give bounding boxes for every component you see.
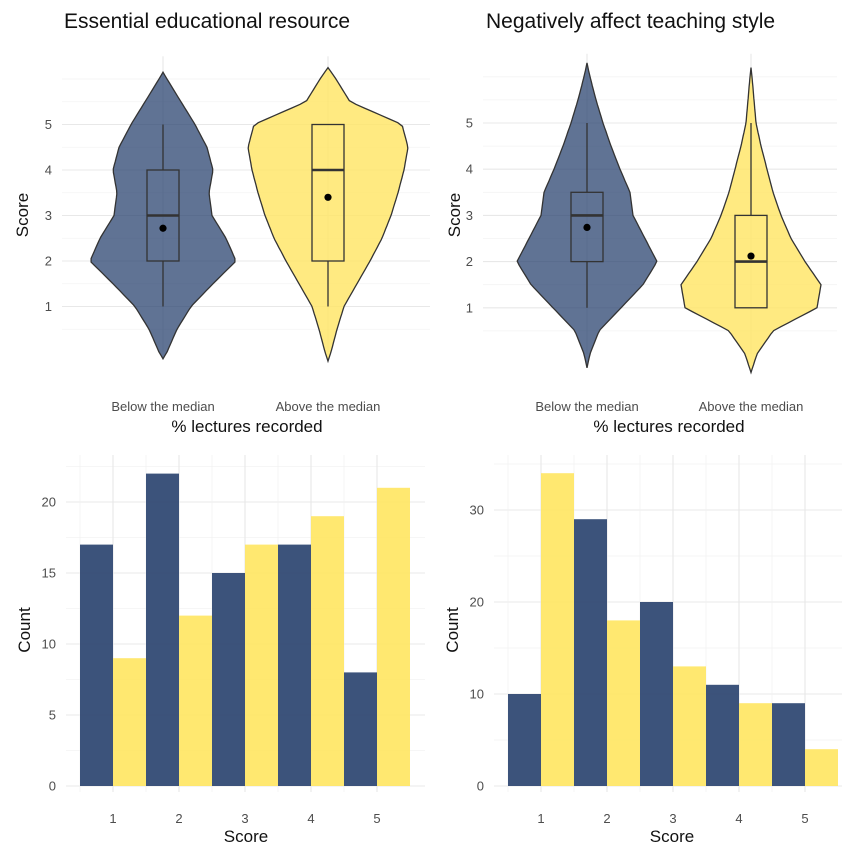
bar-below [706, 684, 739, 786]
box-iqr [570, 191, 604, 263]
violin-above [680, 67, 822, 375]
mean-point [159, 224, 167, 232]
chart-title: Essential educational resource [64, 10, 350, 33]
x-tick-label: Below the median [111, 399, 214, 414]
bar-above [311, 516, 344, 786]
bar-below [344, 672, 377, 786]
bar-above [541, 473, 574, 786]
x-tick-label: 2 [175, 811, 182, 826]
x-tick-label: 4 [307, 811, 314, 826]
y-axis-title: Score [445, 193, 464, 237]
x-tick-label: Above the median [699, 399, 804, 414]
y-tick-label: 4 [466, 162, 473, 177]
bar-below [278, 544, 311, 786]
bar-below [146, 473, 179, 786]
y-tick-label: 0 [477, 779, 484, 794]
x-tick-label: Below the median [535, 399, 638, 414]
bar-below [772, 703, 805, 786]
bar-above [245, 544, 278, 786]
violin-above [247, 66, 409, 364]
y-tick-label: 2 [45, 254, 52, 269]
bar-below [640, 602, 673, 786]
y-tick-label: 30 [470, 503, 484, 518]
y-tick-label: 2 [466, 254, 473, 269]
x-tick-label: 3 [669, 811, 676, 826]
bar-below [80, 544, 113, 786]
y-tick-label: 5 [45, 117, 52, 132]
y-tick-label: 4 [45, 163, 52, 178]
violin-panel-negative: Negatively affect teaching style 1 2 3 4 5 B… [445, 10, 837, 436]
bar-above [113, 658, 146, 786]
y-tick-label: 0 [49, 779, 56, 794]
bar-above [607, 620, 640, 786]
y-tick-label: 3 [45, 208, 52, 223]
mean-point [747, 252, 755, 260]
bar-panel-essential: 0 5 10 15 20 1 2 3 4 5 Score Count [15, 455, 425, 846]
y-tick-label: 5 [466, 116, 473, 131]
bar-above [377, 487, 410, 786]
bar-above [673, 666, 706, 786]
x-tick-label: 5 [801, 811, 808, 826]
x-tick-label: 4 [735, 811, 742, 826]
y-tick-label: 5 [49, 708, 56, 723]
x-tick-label: 3 [241, 811, 248, 826]
y-axis-title: Count [15, 607, 34, 653]
violin-panel-essential: Essential educational resource 1 2 3 4 5 Bel… [13, 10, 430, 436]
x-tick-label: 5 [373, 811, 380, 826]
y-axis-title: Score [13, 193, 32, 237]
y-tick-label: 10 [470, 687, 484, 702]
mean-point [324, 193, 332, 201]
x-tick-label: 1 [109, 811, 116, 826]
y-tick-label: 1 [45, 299, 52, 314]
mean-point [583, 223, 591, 232]
bar-below [508, 694, 541, 786]
y-tick-label: 10 [42, 637, 56, 652]
bar-below [212, 573, 245, 786]
y-tick-label: 1 [466, 300, 473, 315]
x-axis-title: Score [650, 827, 694, 846]
x-tick-label: 2 [603, 811, 610, 826]
chart-title: Negatively affect teaching style [486, 10, 775, 33]
y-tick-label: 20 [42, 495, 56, 510]
x-axis-title: % lectures recorded [593, 417, 744, 436]
x-axis-title: Score [224, 827, 268, 846]
x-tick-label: Above the median [276, 399, 381, 414]
y-tick-label: 3 [466, 208, 473, 223]
bar-above [739, 703, 772, 786]
box-iqr [311, 123, 345, 262]
bar-above [805, 749, 838, 786]
x-tick-label: 1 [537, 811, 544, 826]
bar-above [179, 615, 212, 786]
y-tick-label: 20 [470, 595, 484, 610]
y-tick-label: 15 [42, 566, 56, 581]
y-axis-title: Count [443, 607, 462, 653]
bar-panel-negative: 0 10 20 30 1 2 3 4 5 Score Count [443, 455, 842, 846]
x-axis-title: % lectures recorded [171, 417, 322, 436]
bar-below [574, 519, 607, 786]
